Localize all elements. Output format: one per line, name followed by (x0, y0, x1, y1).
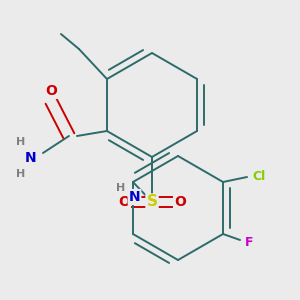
Text: O: O (174, 195, 186, 209)
Text: O: O (118, 195, 130, 209)
Text: H: H (116, 183, 125, 193)
Text: S: S (146, 194, 158, 209)
Text: H: H (16, 169, 26, 179)
Text: H: H (16, 137, 26, 147)
Text: N: N (25, 151, 37, 165)
Text: O: O (45, 84, 57, 98)
Text: N: N (129, 190, 140, 204)
Text: F: F (245, 236, 253, 248)
Text: Cl: Cl (252, 170, 266, 184)
